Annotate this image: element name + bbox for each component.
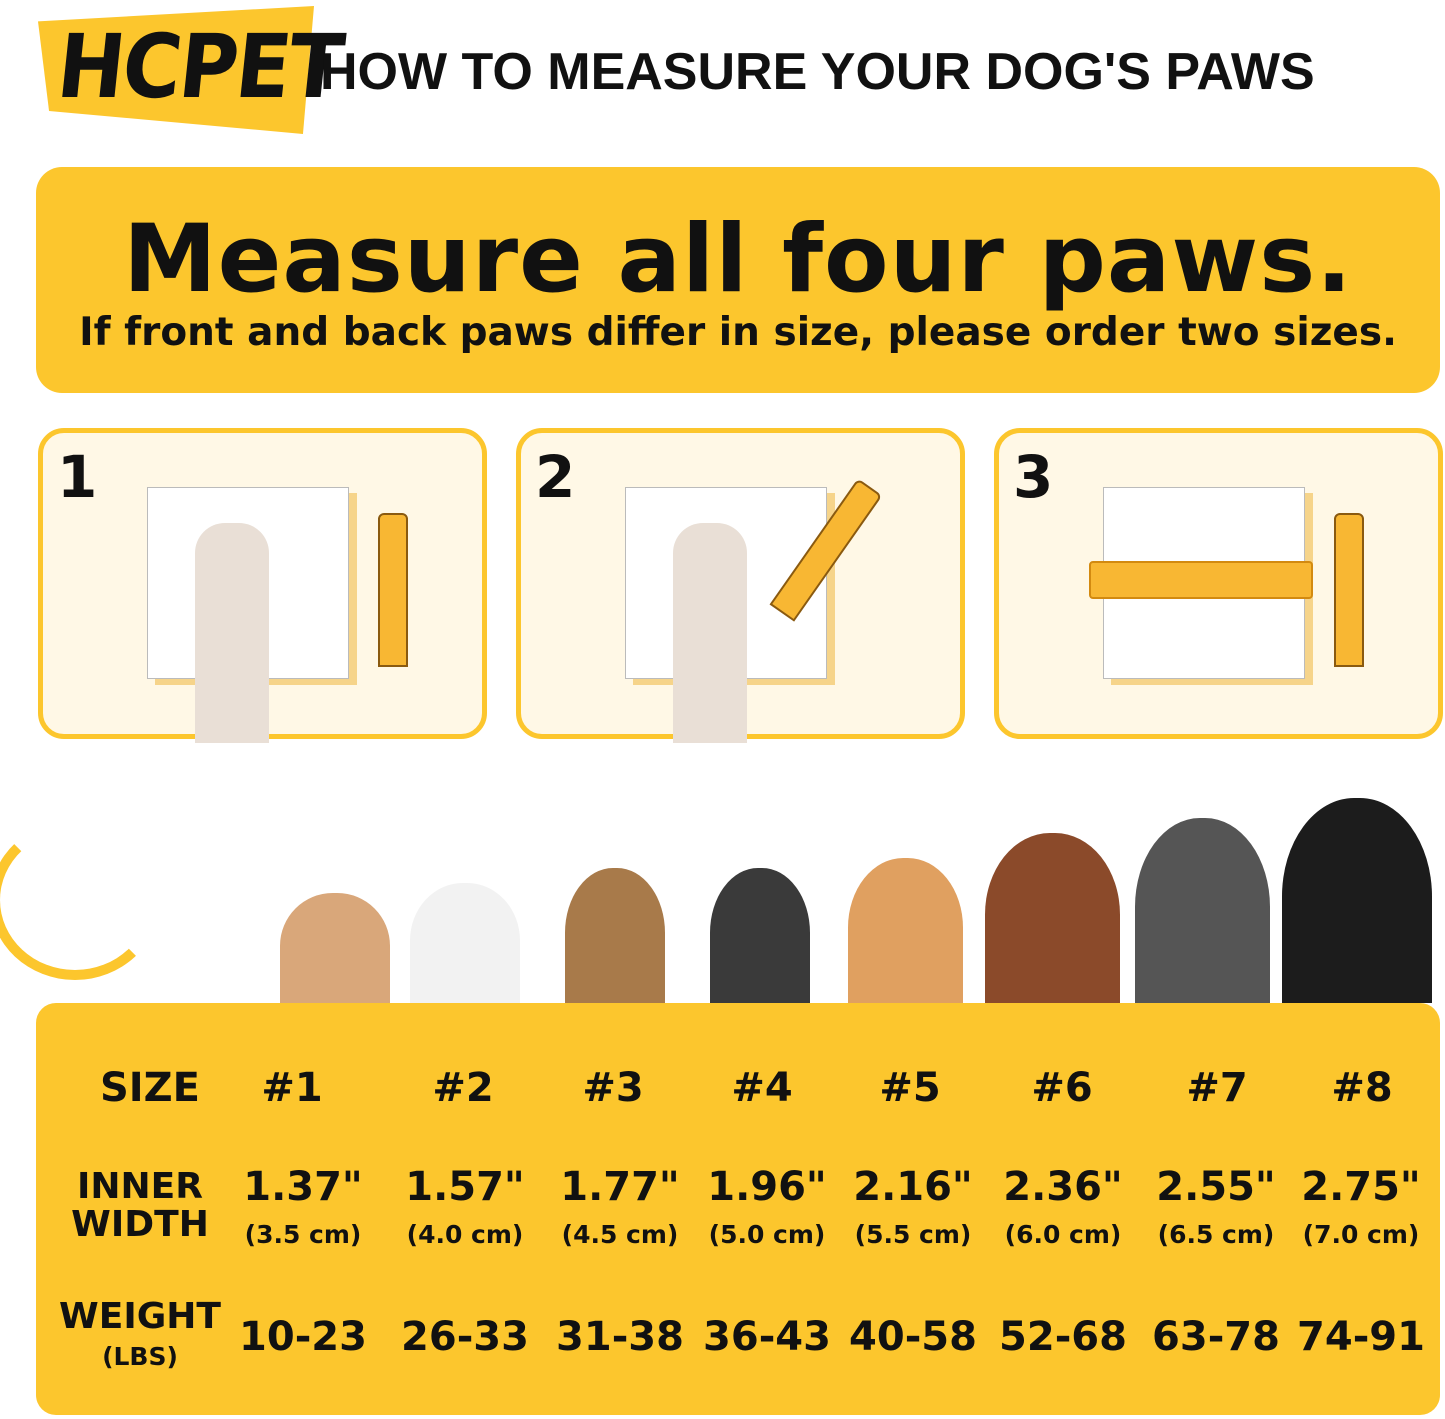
width-inch-cell: 2.16" [853,1164,973,1210]
banner-headline: Measure all four paws. [123,205,1353,314]
weight-cell: 40-58 [849,1314,977,1360]
size-cell: #2 [432,1065,494,1111]
banner-subtitle: If front and back paws differ in size, p… [79,310,1397,355]
width-row-label: INNER [77,1166,203,1207]
step-number: 2 [535,443,576,511]
dog-chihuahua-photo [280,893,390,1003]
ruler-icon [1089,561,1313,599]
size-cell: #6 [1031,1065,1093,1111]
step-number: 1 [57,443,98,511]
width-inch-cell: 2.36" [1003,1164,1123,1210]
weight-unit-label: (LBS) [102,1342,178,1371]
width-cm-cell: (3.5 cm) [244,1220,362,1249]
size-table [36,1003,1440,1415]
weight-cell: 63-78 [1152,1314,1280,1360]
width-inch-cell: 1.37" [243,1164,363,1210]
page-title: HOW TO MEASURE YOUR DOG'S PAWS [320,43,1315,101]
weight-cell: 10-23 [239,1314,367,1360]
size-cell: #1 [261,1065,323,1111]
dog-rottweiler-photo [1282,798,1432,1003]
size-cell: #8 [1331,1065,1393,1111]
pencil-icon [1334,513,1364,667]
weight-cell: 74-91 [1297,1314,1425,1360]
weight-cell: 52-68 [999,1314,1127,1360]
weight-cell: 26-33 [401,1314,529,1360]
dog-paw-illustration [195,523,269,743]
step-1-panel: 1 [38,428,487,743]
weight-row-label: WEIGHT [59,1296,221,1337]
width-inch-cell: 1.57" [405,1164,525,1210]
width-row-label: WIDTH [71,1204,209,1245]
width-cm-cell: (6.5 cm) [1157,1220,1275,1249]
dog-bichon-photo [410,883,520,1003]
dog-shiba-photo [848,858,963,1003]
width-cm-cell: (7.0 cm) [1302,1220,1420,1249]
dog-schnauzer-photo [710,868,810,1003]
width-inch-cell: 1.96" [707,1164,827,1210]
size-cell: #3 [582,1065,644,1111]
width-cm-cell: (6.0 cm) [1004,1220,1122,1249]
decorative-swirl [0,820,160,980]
logo-badge [38,6,314,134]
instruction-banner: Measure all four paws. If front and back… [36,167,1440,393]
dog-paw-illustration [673,523,747,743]
step-number: 3 [1013,443,1054,511]
step-3-panel: 3 [994,428,1443,739]
size-cell: #5 [879,1065,941,1111]
step-2-panel: 2 [516,428,965,743]
width-cm-cell: (4.0 cm) [406,1220,524,1249]
dog-yorkie-photo [565,868,665,1003]
width-cm-cell: (5.0 cm) [708,1220,826,1249]
weight-cell: 31-38 [556,1314,684,1360]
size-cell: #7 [1186,1065,1248,1111]
width-cm-cell: (4.5 cm) [561,1220,679,1249]
size-cell: #4 [731,1065,793,1111]
logo: HCPET [52,15,347,118]
width-cm-cell: (5.5 cm) [854,1220,972,1249]
dog-husky-photo [1135,818,1270,1003]
dog-australian-shepherd-photo [985,833,1120,1003]
weight-cell: 36-43 [703,1314,831,1360]
width-inch-cell: 2.55" [1156,1164,1276,1210]
size-row-label: SIZE [99,1065,201,1111]
pencil-icon [378,513,408,667]
width-inch-cell: 1.77" [560,1164,680,1210]
width-inch-cell: 2.75" [1301,1164,1421,1210]
